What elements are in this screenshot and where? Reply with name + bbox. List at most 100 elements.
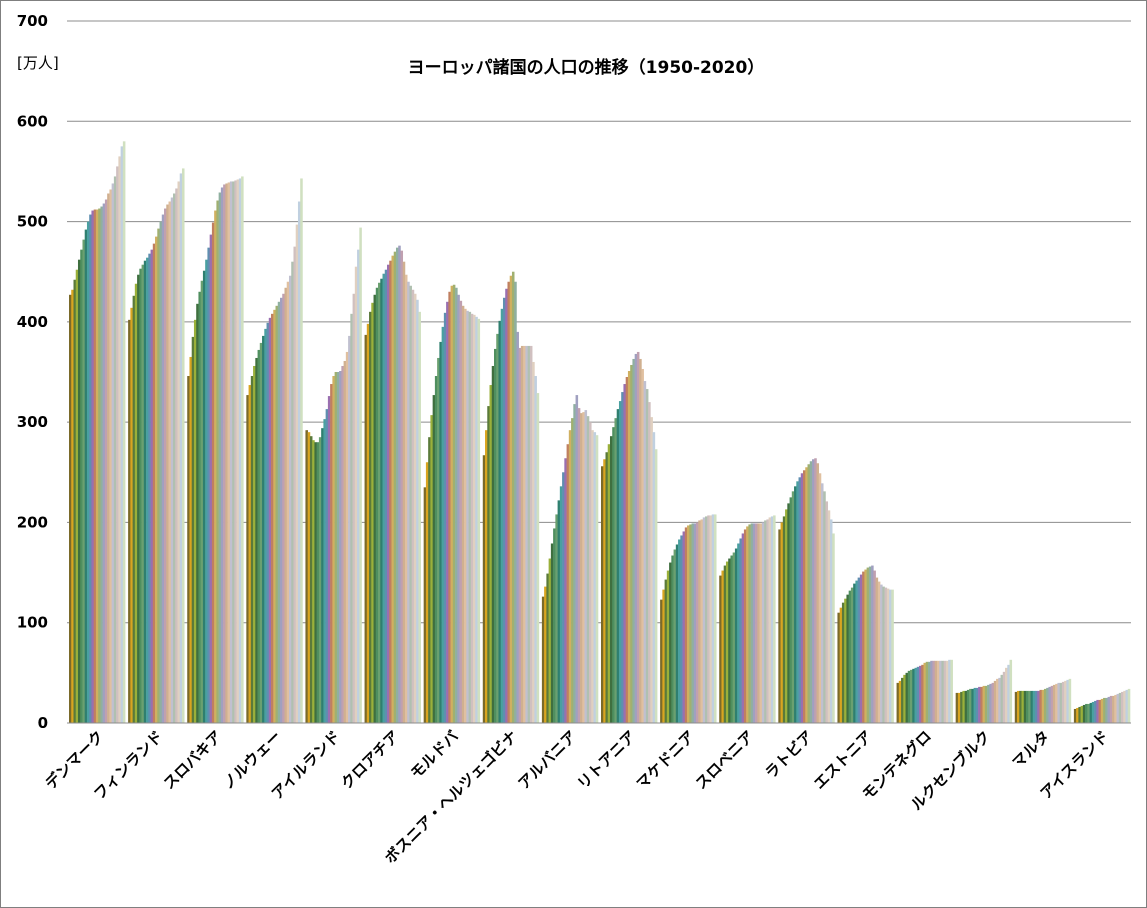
bar [216,200,219,723]
bar [782,516,786,723]
country-group [482,271,540,723]
bar [682,531,686,723]
bar [86,221,90,723]
bar [475,316,478,723]
bar [766,519,769,723]
bar [305,430,308,723]
bar [555,514,558,723]
bar [709,515,713,723]
x-tick-label: リトアニア [574,727,640,793]
bar [957,692,961,723]
bar [461,305,465,723]
bar [803,470,806,723]
bar [234,180,237,723]
bar [925,661,929,723]
bar [748,524,751,723]
bar [214,210,217,724]
country-group [1073,688,1131,723]
bar [293,246,297,723]
bar [1007,664,1010,723]
bar [336,372,340,723]
country-group [955,659,1013,723]
bar [314,442,317,723]
bar [971,688,974,723]
bar [787,503,790,723]
bar [705,516,708,723]
bar [773,515,776,723]
bar [309,436,313,723]
bar [768,517,772,723]
bar [927,661,931,723]
bar [395,247,399,723]
bar [1005,667,1008,723]
y-axis-ticks: 0 100 200 300 400 500 600 700 [17,12,48,732]
bar [648,402,651,723]
bar [877,581,881,723]
bar [739,538,742,723]
bar [719,575,722,723]
bar [207,247,210,723]
bar [757,523,760,723]
bar [205,259,208,723]
bar [711,514,715,723]
bar [455,287,458,723]
bar [770,516,774,723]
bar [752,523,756,723]
bar [280,297,283,723]
bar [939,660,942,723]
bar [566,444,570,723]
bar [321,428,324,723]
bar [643,381,647,723]
bar [439,341,442,723]
bar [982,685,986,723]
bar [621,392,624,723]
bar [901,677,904,723]
bar [141,264,145,723]
bar [400,250,404,723]
bar [378,282,381,723]
bar [823,491,826,723]
country-group [423,284,481,723]
bar [457,294,460,723]
bar [630,364,633,723]
bar [143,260,147,723]
bar [634,353,638,723]
bar [318,437,322,723]
bar [910,669,913,723]
bar [297,201,301,723]
bar [464,308,467,723]
bar [98,208,101,723]
bar [505,288,508,723]
bar [1041,689,1045,723]
bar [527,345,531,723]
bar [632,358,635,723]
bar [132,295,136,723]
bar [936,660,940,723]
bar [345,351,349,723]
bar [181,168,185,724]
bar [1082,704,1086,723]
bar [250,376,254,723]
bar [575,395,579,723]
bar [975,687,979,723]
bar [966,689,970,723]
bar [678,539,681,723]
bar [914,667,918,723]
bar [350,313,353,723]
bar [238,178,242,723]
bar [675,544,679,723]
bar [191,336,195,723]
bar [864,569,867,723]
bar [721,570,725,723]
bar [387,264,390,723]
bar [416,299,419,723]
bar [1023,690,1027,723]
bar [689,524,692,723]
country-group [1014,678,1072,723]
bar [286,281,290,723]
bar [923,662,927,723]
bar [241,176,244,723]
bar [780,522,784,723]
bar [734,548,738,723]
bar [955,692,959,723]
